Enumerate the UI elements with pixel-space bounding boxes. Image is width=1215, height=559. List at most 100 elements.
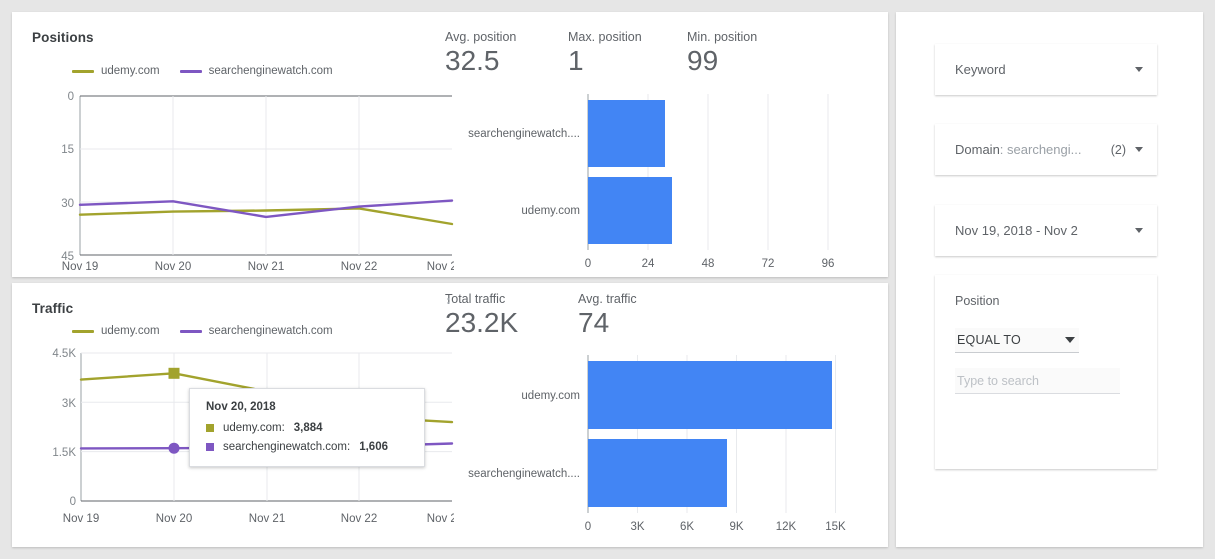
position-operator-value: EQUAL TO (957, 333, 1021, 347)
svg-text:Nov 19: Nov 19 (63, 513, 99, 525)
svg-text:6K: 6K (680, 521, 694, 533)
traffic-legend: udemy.com searchenginewatch.com (72, 325, 333, 337)
chevron-down-icon (1135, 147, 1143, 152)
filter-sidebar: Keyword Domain: searchengi... (2) Nov 19… (896, 12, 1203, 547)
legend-swatch-icon (72, 69, 94, 73)
tooltip-row-searchenginewatch: searchenginewatch.com: 1,606 (206, 441, 408, 453)
domain-filter-key: Domain (955, 142, 1000, 157)
svg-text:Nov 23: Nov 23 (427, 513, 454, 525)
svg-text:Nov 21: Nov 21 (248, 261, 284, 273)
keyword-filter-dropdown[interactable]: Keyword (935, 44, 1157, 95)
svg-text:1.5K: 1.5K (52, 447, 76, 459)
positions-line-chart[interactable]: 0 15 30 45 Nov 19 (34, 88, 454, 273)
metric-label: Total traffic (445, 292, 506, 306)
domain-filter-label: Domain: searchengi... (955, 142, 1111, 157)
domain-filter-dropdown[interactable]: Domain: searchengi... (2) (935, 124, 1157, 175)
legend-item-udemy[interactable]: udemy.com (72, 325, 160, 337)
legend-label: udemy.com (101, 325, 160, 337)
legend-item-searchenginewatch[interactable]: searchenginewatch.com (179, 65, 333, 77)
traffic-panel-title: Traffic (32, 301, 74, 316)
drag-handle-icon[interactable] (447, 297, 450, 306)
metric-value: 99 (687, 45, 719, 76)
metric-label: Avg. position (445, 30, 517, 44)
svg-text:0: 0 (585, 258, 591, 270)
svg-text:0: 0 (68, 91, 74, 103)
tooltip-series-name: searchenginewatch.com: (223, 441, 351, 453)
date-range-label: Nov 19, 2018 - Nov 2 (955, 223, 1078, 238)
tooltip-title: Nov 20, 2018 (206, 401, 276, 413)
svg-text:Nov 20: Nov 20 (155, 261, 191, 273)
position-search-input[interactable]: Type to search (955, 368, 1120, 394)
svg-text:udemy.com: udemy.com (521, 205, 580, 217)
legend-label: searchenginewatch.com (208, 325, 333, 337)
domain-filter-value: searchengi... (1007, 142, 1082, 157)
svg-text:3K: 3K (62, 398, 76, 410)
legend-swatch-icon (72, 329, 94, 333)
tooltip-series-value: 1,606 (359, 441, 388, 453)
metric-label: Avg. traffic (578, 292, 637, 306)
tooltip-series-name: udemy.com: (223, 422, 285, 434)
position-filter-title: Position (955, 294, 1000, 308)
metric-value: 74 (578, 307, 610, 338)
svg-text:3K: 3K (630, 521, 644, 533)
svg-text:searchenginewatch....: searchenginewatch.... (468, 128, 580, 140)
metric-value: 1 (568, 45, 584, 76)
chevron-down-icon (1135, 67, 1143, 72)
legend-swatch-icon (179, 69, 202, 73)
legend-label: udemy.com (101, 65, 160, 77)
chevron-down-icon (1065, 337, 1075, 343)
metric-avg-traffic: Avg. traffic 74 (578, 292, 637, 337)
svg-text:45: 45 (61, 251, 74, 263)
metric-total-traffic: Total traffic 23.2K (445, 292, 518, 337)
position-search-placeholder: Type to search (957, 373, 1039, 388)
svg-text:72: 72 (762, 258, 775, 270)
svg-text:udemy.com: udemy.com (521, 390, 580, 402)
svg-text:Nov 20: Nov 20 (156, 513, 192, 525)
svg-text:0: 0 (585, 521, 591, 533)
svg-text:0: 0 (70, 496, 76, 508)
svg-text:Nov 21: Nov 21 (249, 513, 285, 525)
legend-item-udemy[interactable]: udemy.com (72, 65, 160, 77)
metric-label: Min. position (687, 30, 758, 44)
svg-text:12K: 12K (776, 521, 797, 533)
metric-label: Max. position (568, 30, 642, 44)
date-range-filter-dropdown[interactable]: Nov 19, 2018 - Nov 2 (935, 205, 1157, 256)
metric-avg-position: Avg. position 32.5 (445, 30, 516, 75)
positions-panel-title: Positions (32, 30, 94, 45)
chart-tooltip: Nov 20, 2018 udemy.com: 3,884 searchengi… (189, 388, 425, 467)
positions-bar-chart[interactable]: searchenginewatch.... udemy.com 0 24 48 … (452, 90, 872, 277)
position-filter-card: Position EQUAL TO Type to search (935, 275, 1157, 469)
metric-value: 32.5 (445, 45, 500, 76)
svg-text:48: 48 (702, 258, 715, 270)
svg-text:Nov 22: Nov 22 (341, 513, 377, 525)
legend-label: searchenginewatch.com (208, 65, 333, 77)
tooltip-row-udemy: udemy.com: 3,884 (206, 422, 408, 434)
legend-swatch-icon (179, 329, 202, 333)
chevron-down-icon (1135, 228, 1143, 233)
svg-text:24: 24 (642, 258, 655, 270)
tooltip-series-value: 3,884 (293, 422, 323, 434)
metric-value: 23.2K (445, 307, 519, 338)
legend-item-searchenginewatch[interactable]: searchenginewatch.com (179, 325, 333, 337)
svg-text:4.5K: 4.5K (52, 348, 76, 360)
traffic-bar-chart[interactable]: udemy.com searchenginewatch.... 0 3K 6K … (452, 351, 872, 541)
position-operator-select[interactable]: EQUAL TO (955, 328, 1079, 353)
metric-max-position: Max. position 1 (568, 30, 642, 75)
domain-filter-count: (2) (1110, 142, 1126, 157)
metric-min-position: Min. position 99 (687, 30, 757, 75)
svg-text:30: 30 (61, 198, 74, 210)
svg-text:Nov 19: Nov 19 (62, 261, 98, 273)
svg-text:15: 15 (61, 144, 74, 156)
svg-text:9K: 9K (729, 521, 743, 533)
keyword-filter-label: Keyword (955, 62, 1006, 77)
positions-panel: Positions udemy.com searchenginewatch.co… (12, 12, 888, 277)
domain-filter-separator: : (999, 142, 1008, 157)
svg-text:searchenginewatch....: searchenginewatch.... (468, 468, 580, 480)
traffic-panel: Traffic udemy.com searchenginewatch.com … (12, 283, 888, 547)
svg-text:96: 96 (822, 258, 835, 270)
tooltip-swatch-icon (206, 424, 214, 432)
svg-text:Nov 23: Nov 23 (427, 261, 454, 273)
tooltip-swatch-icon (206, 443, 214, 451)
positions-legend: udemy.com searchenginewatch.com (72, 65, 333, 77)
